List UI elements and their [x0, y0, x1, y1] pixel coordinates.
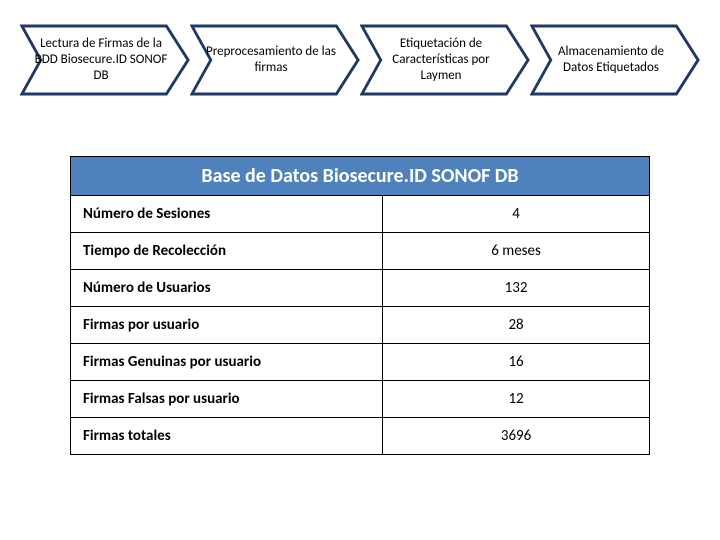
table-row: Número de Usuarios 132	[71, 270, 649, 307]
table-key: Firmas Genuinas por usuario	[71, 344, 383, 380]
table-key: Tiempo de Recolección	[71, 233, 383, 269]
flow-step-label: Etiquetación de Características por Laym…	[374, 36, 508, 85]
table-key: Número de Sesiones	[71, 196, 383, 232]
table-row: Firmas por usuario 28	[71, 307, 649, 344]
flow-step-label: Lectura de Firmas de la BDD Biosecure.ID…	[34, 36, 168, 85]
table-key: Firmas totales	[71, 418, 383, 454]
flow-step-label: Almacenamiento de Datos Etiquetados	[544, 44, 678, 77]
table-title: Base de Datos Biosecure.ID SONOF DB	[71, 157, 649, 196]
process-flow: Lectura de Firmas de la BDD Biosecure.ID…	[20, 24, 700, 96]
flow-step-label: Preprocesamiento de las firmas	[204, 44, 338, 77]
table-value: 4	[383, 196, 649, 232]
database-table: Base de Datos Biosecure.ID SONOF DB Núme…	[70, 156, 650, 455]
table-key: Firmas por usuario	[71, 307, 383, 343]
table-row: Firmas Genuinas por usuario 16	[71, 344, 649, 381]
table-value: 3696	[383, 418, 649, 454]
flow-step-3: Etiquetación de Características por Laym…	[360, 24, 530, 96]
table-row: Firmas Falsas por usuario 12	[71, 381, 649, 418]
table-value: 132	[383, 270, 649, 306]
table-value: 16	[383, 344, 649, 380]
table-value: 12	[383, 381, 649, 417]
table-row: Número de Sesiones 4	[71, 196, 649, 233]
table-value: 28	[383, 307, 649, 343]
table-row: Firmas totales 3696	[71, 418, 649, 454]
flow-step-4: Almacenamiento de Datos Etiquetados	[530, 24, 700, 96]
table-key: Número de Usuarios	[71, 270, 383, 306]
table-value: 6 meses	[383, 233, 649, 269]
flow-step-1: Lectura de Firmas de la BDD Biosecure.ID…	[20, 24, 190, 96]
table-key: Firmas Falsas por usuario	[71, 381, 383, 417]
table-row: Tiempo de Recolección 6 meses	[71, 233, 649, 270]
flow-step-2: Preprocesamiento de las firmas	[190, 24, 360, 96]
